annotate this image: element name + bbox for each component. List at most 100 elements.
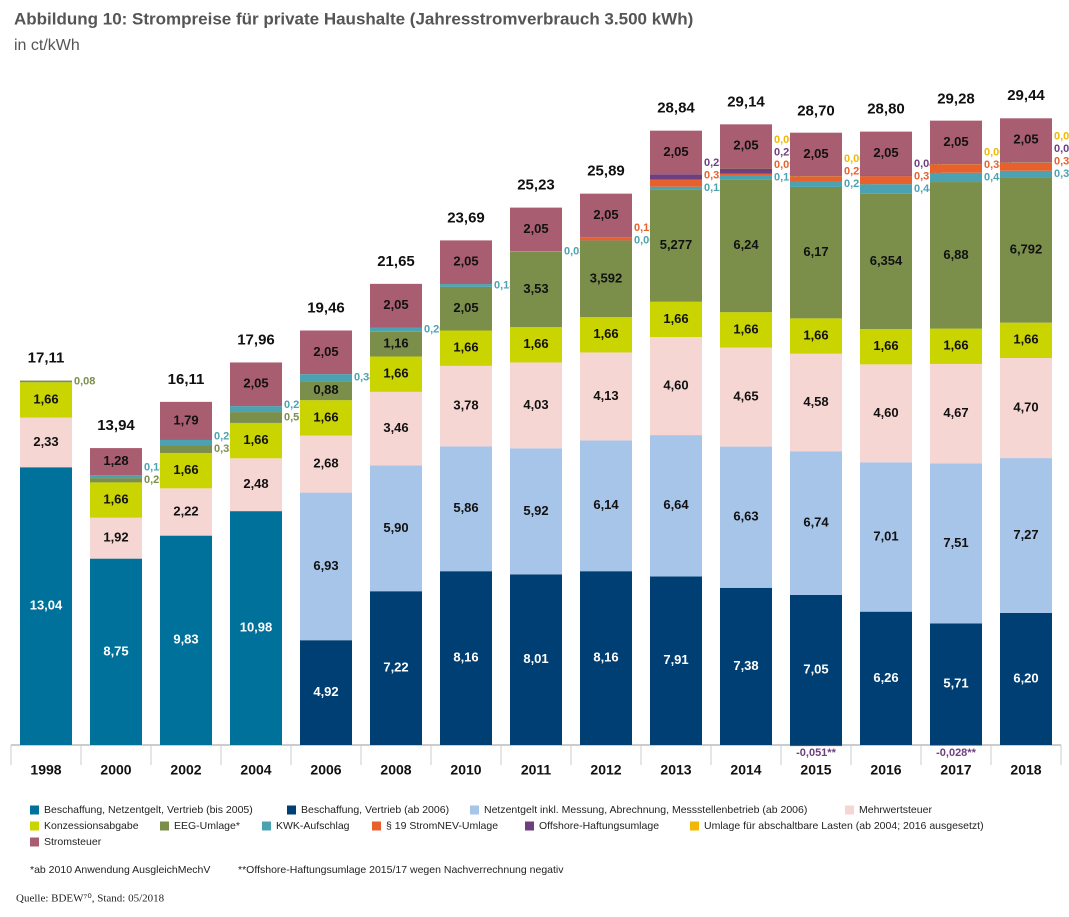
bar-segment: [90, 482, 142, 518]
value-label: 13,04: [30, 598, 63, 613]
value-label: 4,65: [733, 389, 758, 404]
bar-segment: [790, 745, 842, 747]
x-tick-label: 2013: [660, 762, 691, 778]
legend-swatch: [30, 821, 39, 831]
value-label: 8,01: [523, 651, 548, 666]
bar-segment: [650, 130, 702, 175]
bar-segment: [650, 186, 702, 190]
bar-segment: [860, 193, 912, 330]
bar-segment: [440, 330, 492, 366]
x-tick-label: 2011: [521, 762, 552, 778]
value-label: 6,354: [870, 253, 903, 268]
bar-segment: [1000, 177, 1052, 323]
bar-segment: [230, 412, 282, 423]
total-label: 28,70: [797, 103, 835, 120]
value-label: 6,20: [1013, 670, 1038, 685]
bar-segment: [440, 571, 492, 745]
value-label: 1,66: [663, 311, 688, 326]
legend-label: Beschaffung, Vertrieb (ab 2006): [301, 804, 449, 816]
value-label: 2,05: [313, 344, 338, 359]
legend-swatch: [160, 821, 169, 831]
bar-segment: [160, 535, 212, 745]
bar-segment: [20, 382, 72, 418]
value-label: 4,67: [943, 405, 968, 420]
bar-segment: [370, 391, 422, 466]
bar-segment: [650, 174, 702, 180]
value-label: 2,22: [173, 503, 198, 518]
bar-segment: [510, 574, 562, 745]
bar-segment: [930, 328, 982, 364]
legend-swatch: [470, 805, 479, 815]
value-label: 5,86: [453, 500, 478, 515]
bar-segment: [230, 422, 282, 459]
bar-segment: [90, 558, 142, 745]
bar-segment: [720, 175, 772, 180]
bar-segment: [510, 207, 562, 252]
value-label: 2,05: [453, 254, 478, 269]
bar-segment: [860, 611, 912, 745]
chart-title: Abbildung 10: Strompreise für private Ha…: [14, 9, 693, 28]
bar-segment: [580, 317, 632, 353]
footnote: **Offshore-Haftungsumlage 2015/17 wegen …: [238, 864, 564, 876]
value-label: 2,05: [453, 300, 478, 315]
total-label: 25,23: [517, 177, 555, 194]
value-label: 1,66: [803, 327, 828, 342]
legend-label: Beschaffung, Netzentgelt, Vertrieb (bis …: [44, 804, 253, 816]
legend-label: Konzessionsabgabe: [44, 820, 139, 832]
bar-segment: [300, 381, 352, 401]
value-label: 1,66: [453, 340, 478, 355]
value-label: 7,91: [663, 652, 688, 667]
x-tick-label: 2008: [380, 762, 411, 778]
bar-segment: [90, 478, 142, 483]
bar-segment: [790, 186, 842, 319]
x-tick-label: 2016: [870, 762, 901, 778]
bar-segment: [1000, 322, 1052, 358]
value-label: 0,01: [1054, 131, 1069, 143]
value-label: -0,028**: [936, 747, 976, 759]
value-label: 2,05: [803, 146, 828, 161]
x-tick-label: 2012: [590, 762, 621, 778]
value-label: 2,05: [243, 376, 268, 391]
legend-label: Umlage für abschaltbare Lasten (ab 2004;…: [704, 820, 984, 832]
legend-swatch: [372, 821, 381, 831]
bar-segment: [510, 448, 562, 575]
bar-segment: [370, 283, 422, 328]
bar-segment: [90, 448, 142, 476]
value-label: 1,66: [383, 366, 408, 381]
value-label: 1,66: [243, 432, 268, 447]
bar-segment: [580, 440, 632, 572]
value-label: 3,592: [590, 270, 623, 285]
bar-segment: [720, 446, 772, 588]
value-label: 0,37: [1054, 156, 1069, 168]
bar-segment: [790, 181, 842, 187]
value-label: 8,75: [103, 643, 128, 658]
bar-segment: [650, 435, 702, 577]
value-label: 4,13: [593, 388, 618, 403]
bar-segment: [650, 576, 702, 745]
bar-segment: [440, 446, 492, 572]
value-label: 5,92: [523, 503, 548, 518]
value-label: 2,05: [663, 144, 688, 159]
bar-segment: [650, 189, 702, 302]
bar-segment: [160, 401, 212, 440]
legend-label: Stromsteuer: [44, 836, 102, 848]
legend-swatch: [30, 837, 39, 847]
value-label: 6,93: [313, 558, 338, 573]
bar-segment: [300, 374, 352, 382]
bar-segment: [860, 364, 912, 463]
bar-segment: [440, 284, 492, 287]
bar-segment: [160, 488, 212, 536]
bar-segment: [720, 124, 772, 169]
bar-segment: [790, 318, 842, 354]
legend-label: KWK-Aufschlag: [276, 820, 350, 832]
x-tick-label: 2002: [170, 762, 201, 778]
value-label: 8,16: [593, 650, 618, 665]
value-label: 0,08: [74, 375, 95, 387]
bar-segment: [160, 452, 212, 489]
bar-segment: [1000, 162, 1052, 171]
bar-segment: [720, 347, 772, 447]
bar-segment: [20, 380, 72, 383]
bar-segment: [930, 172, 982, 183]
bar-segment: [580, 237, 632, 241]
